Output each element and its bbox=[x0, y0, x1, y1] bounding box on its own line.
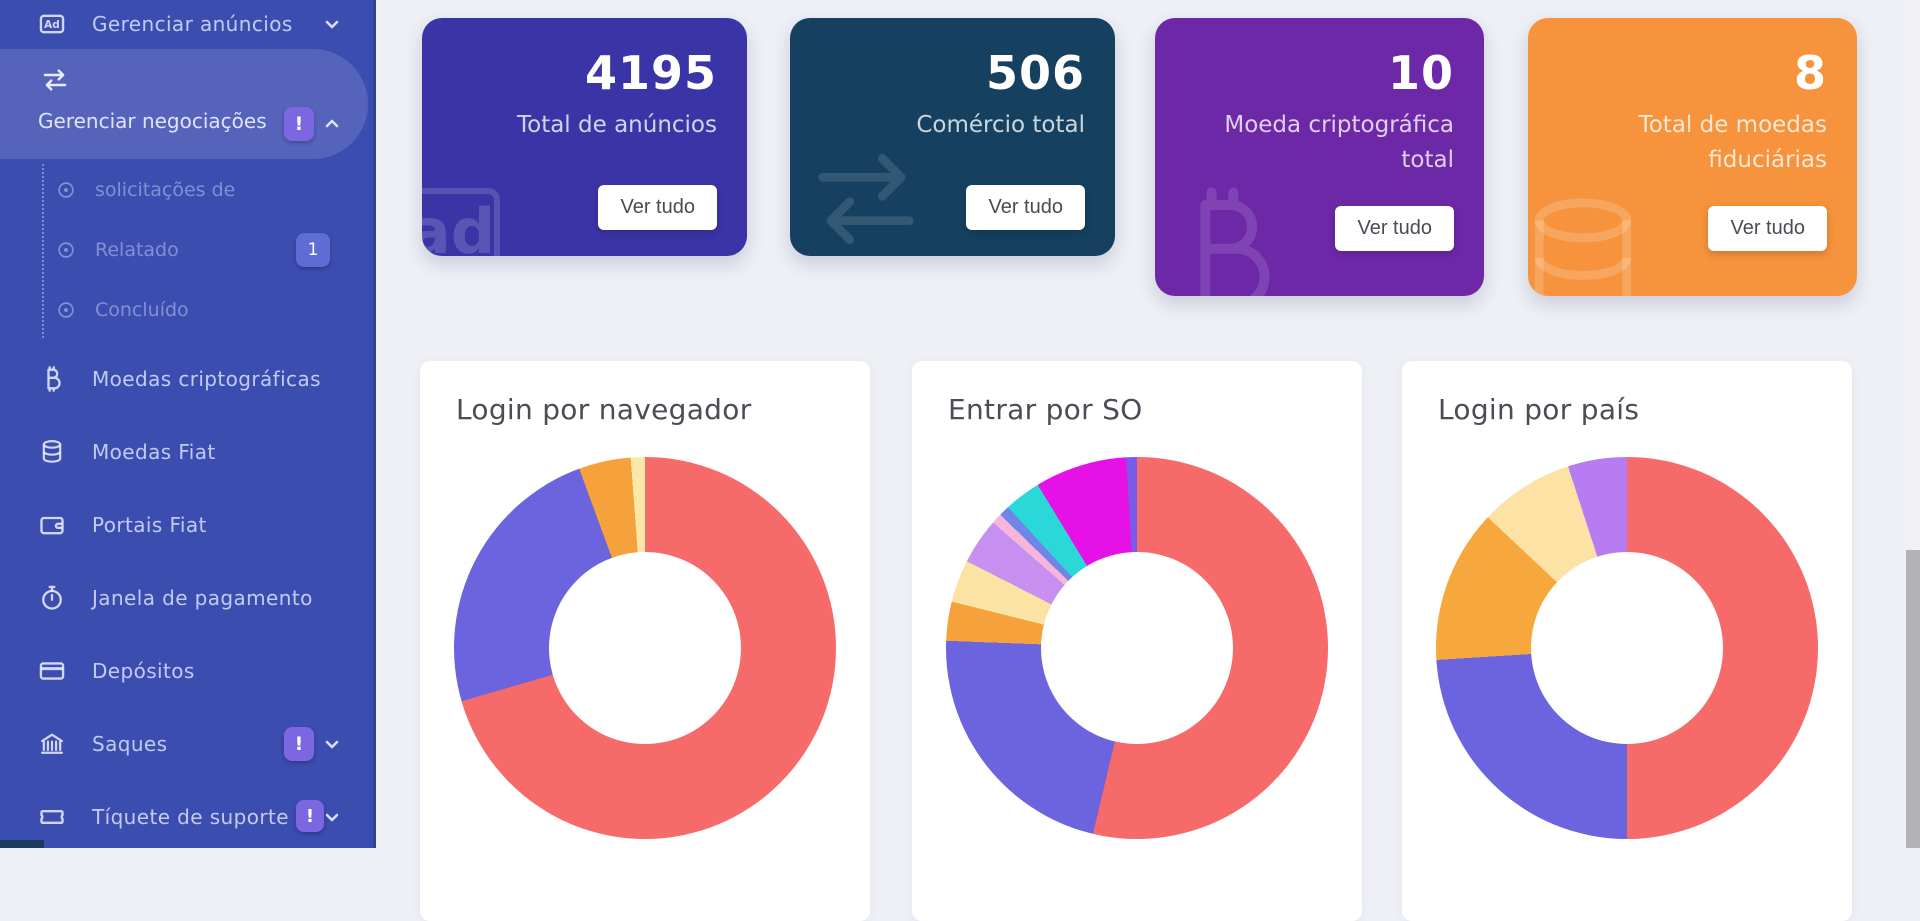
alert-badge: ! bbox=[296, 800, 324, 832]
submenu-guide-line bbox=[42, 164, 44, 338]
sidebar-item-saques[interactable]: Saques ! bbox=[0, 722, 376, 766]
sidebar-subitem-concluido[interactable]: Concluído bbox=[0, 290, 376, 330]
donut-hole bbox=[1531, 552, 1723, 744]
sidebar-item-moedas-fiat[interactable]: Moedas Fiat bbox=[0, 430, 376, 474]
target-icon bbox=[55, 239, 77, 261]
stat-value: 506 bbox=[985, 46, 1085, 100]
sidebar-subitem-label: Concluído bbox=[95, 299, 189, 321]
sidebar-item-label: Moedas criptográficas bbox=[92, 367, 321, 391]
wallet-icon bbox=[38, 511, 66, 539]
sidebar-item-label: Tíquete de suporte bbox=[92, 805, 289, 829]
donut-chart-entrar-por-so bbox=[946, 457, 1328, 839]
sidebar-item-label: Depósitos bbox=[92, 659, 195, 683]
sidebar-item-label: Gerenciar anúncios bbox=[92, 12, 293, 36]
ad-watermark-icon: ad bbox=[422, 188, 500, 256]
chart-title: Entrar por SO bbox=[948, 393, 1143, 426]
sidebar-item-label: Gerenciar negociações bbox=[38, 109, 267, 133]
sidebar-item-tiquete-de-suporte[interactable]: Tíquete de suporte ! bbox=[0, 795, 376, 839]
svg-text:Ad: Ad bbox=[44, 19, 60, 31]
ad-icon: Ad bbox=[38, 10, 66, 38]
sidebar-subitem-label: Relatado bbox=[95, 239, 179, 261]
chevron-down-icon[interactable] bbox=[320, 805, 344, 829]
stat-value: 4195 bbox=[584, 46, 717, 100]
stat-card-total-anuncios: 4195 Total de anúncios Ver tudo ad bbox=[422, 18, 747, 256]
sidebar-item-portais-fiat[interactable]: Portais Fiat bbox=[0, 503, 376, 547]
stat-card-moeda-criptografica-total: 10 Moeda criptográfica total Ver tudo bbox=[1155, 18, 1484, 296]
chevron-up-icon[interactable] bbox=[320, 111, 344, 135]
bitcoin-watermark-icon bbox=[1155, 180, 1299, 296]
sidebar-item-depositos[interactable]: Depósitos bbox=[0, 649, 376, 693]
sidebar-item-gerenciar-anuncios[interactable]: Ad Gerenciar anúncios bbox=[0, 2, 376, 46]
chevron-down-icon[interactable] bbox=[320, 12, 344, 36]
stat-card-comercio-total: 506 Comércio total Ver tudo bbox=[790, 18, 1115, 256]
stat-label: Moeda criptográfica total bbox=[1224, 112, 1454, 173]
scrollbar-thumb[interactable] bbox=[1906, 550, 1920, 848]
target-icon bbox=[55, 299, 77, 321]
chart-panel-entrar-por-so: Entrar por SO bbox=[912, 361, 1362, 921]
stat-value: 8 bbox=[1793, 46, 1827, 100]
stat-label: Total de moedas fiduciárias bbox=[1638, 112, 1827, 173]
ver-tudo-button[interactable]: Ver tudo bbox=[598, 185, 717, 230]
donut-hole bbox=[1041, 552, 1233, 744]
bank-icon bbox=[38, 730, 66, 758]
sidebar-subitem-relatado[interactable]: Relatado 1 bbox=[0, 230, 376, 270]
chart-panel-login-por-navegador: Login por navegador bbox=[420, 361, 870, 921]
bottom-corner-strip bbox=[0, 840, 44, 848]
ticket-icon bbox=[38, 803, 66, 831]
swap-arrows-watermark-icon bbox=[790, 134, 946, 256]
sidebar-item-label: Saques bbox=[92, 732, 168, 756]
ver-tudo-button[interactable]: Ver tudo bbox=[966, 185, 1085, 230]
stat-card-total-moedas-fiduciarias: 8 Total de moedas fiduciárias Ver tudo bbox=[1528, 18, 1857, 296]
ver-tudo-button[interactable]: Ver tudo bbox=[1335, 206, 1454, 251]
stopwatch-icon bbox=[38, 584, 66, 612]
sidebar-subitem-label: solicitações de bbox=[95, 179, 236, 201]
bitcoin-icon bbox=[38, 365, 66, 393]
sidebar: Ad Gerenciar anúncios Gerenciar negociaç… bbox=[0, 0, 376, 848]
donut-chart-login-por-pais bbox=[1436, 457, 1818, 839]
swap-arrows-icon bbox=[40, 65, 70, 95]
sidebar-item-janela-de-pagamento[interactable]: Janela de pagamento bbox=[0, 576, 376, 620]
chart-panel-login-por-pais: Login por país bbox=[1402, 361, 1852, 921]
donut-chart-login-por-navegador bbox=[454, 457, 836, 839]
chart-title: Login por país bbox=[1438, 393, 1640, 426]
sidebar-item-label: Portais Fiat bbox=[92, 513, 207, 537]
target-icon bbox=[55, 179, 77, 201]
ver-tudo-button[interactable]: Ver tudo bbox=[1708, 206, 1827, 251]
alert-badge: ! bbox=[284, 107, 314, 141]
sidebar-item-label: Moedas Fiat bbox=[92, 440, 216, 464]
chart-title: Login por navegador bbox=[456, 393, 752, 426]
donut-hole bbox=[549, 552, 741, 744]
sidebar-subitem-solicitacoes[interactable]: solicitações de bbox=[0, 170, 376, 210]
coins-icon bbox=[38, 438, 66, 466]
stat-label: Comércio total bbox=[916, 112, 1085, 138]
chevron-down-icon[interactable] bbox=[320, 732, 344, 756]
sidebar-item-label: Janela de pagamento bbox=[92, 586, 313, 610]
alert-badge: ! bbox=[284, 727, 314, 761]
stat-value: 10 bbox=[1387, 46, 1454, 100]
stat-label: Total de anúncios bbox=[516, 112, 717, 138]
sidebar-item-gerenciar-negociacoes-active[interactable]: Gerenciar negociações ! bbox=[0, 49, 368, 159]
count-badge: 1 bbox=[296, 233, 330, 267]
credit-card-icon bbox=[38, 657, 66, 685]
sidebar-item-moedas-criptograficas[interactable]: Moedas criptográficas bbox=[0, 357, 376, 401]
coins-watermark-icon bbox=[1528, 186, 1658, 296]
